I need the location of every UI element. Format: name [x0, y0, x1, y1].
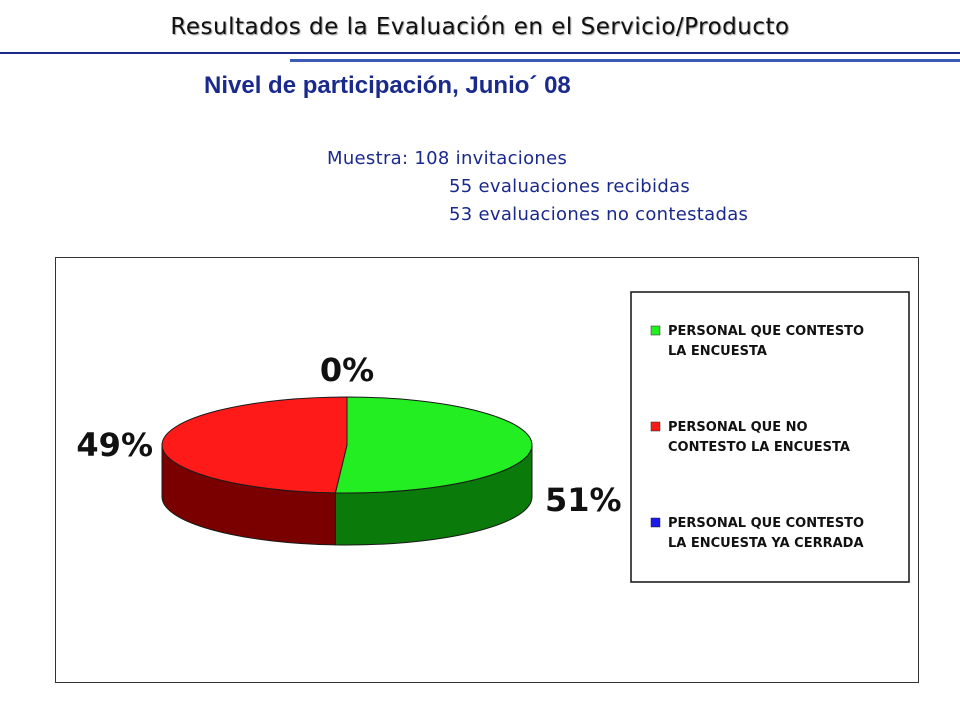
header-title: Resultados de la Evaluación en el Servic…	[170, 14, 790, 40]
page-subtitle: Nivel de participación, Junio´ 08	[204, 72, 571, 99]
pie-label-1: 49%	[76, 426, 153, 464]
legend-label-1-0: PERSONAL QUE NO	[668, 420, 808, 435]
pie-label-2: 0%	[320, 351, 374, 389]
legend-swatch-1	[650, 421, 661, 432]
legend-box	[630, 291, 910, 583]
legend-label-0-1: LA ENCUESTA	[668, 344, 767, 359]
legend-label-1-1: CONTESTO LA ENCUESTA	[668, 440, 850, 455]
sample-line-unanswered: 53 evaluaciones no contestadas	[449, 204, 749, 225]
legend-label-2-1: LA ENCUESTA YA CERRADA	[668, 536, 864, 551]
sample-line-invitations: Muestra: 108 invitaciones	[327, 148, 568, 169]
header-rule	[0, 52, 960, 54]
legend-swatch-0	[650, 325, 661, 336]
pie-slice-0	[334, 396, 533, 494]
sample-line-received: 55 evaluaciones recibidas	[449, 176, 691, 197]
legend-label-0-0: PERSONAL QUE CONTESTO	[668, 324, 864, 339]
legend-label-2-0: PERSONAL QUE CONTESTO	[668, 516, 864, 531]
pie-slice-1	[161, 396, 348, 494]
legend-swatch-2	[650, 517, 661, 528]
pie-label-0: 51%	[545, 481, 622, 519]
header-rule-accent	[290, 59, 960, 62]
